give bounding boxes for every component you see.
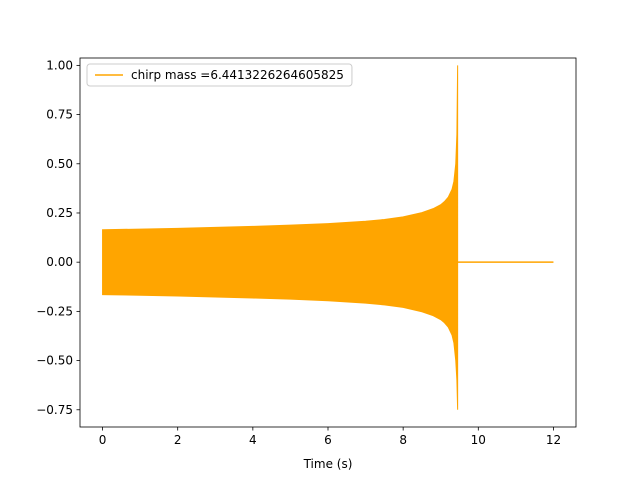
y-tick-label: 0.75 xyxy=(46,108,73,122)
series-chirp-waveform xyxy=(102,65,459,410)
legend: chirp mass =6.4413226264605825 xyxy=(86,63,353,87)
legend-label: chirp mass =6.4413226264605825 xyxy=(131,68,344,82)
x-tick-label: 2 xyxy=(174,433,182,447)
y-tick-label: 1.00 xyxy=(46,58,73,72)
y-tick-label: −0.75 xyxy=(36,403,73,417)
x-tick-label: 8 xyxy=(399,433,407,447)
y-tick-label: 0.25 xyxy=(46,206,73,220)
x-axis: 0 2 4 6 8 10 12 xyxy=(99,427,561,447)
y-tick-label: 0.50 xyxy=(46,157,73,171)
x-tick-label: 12 xyxy=(546,433,561,447)
legend-box xyxy=(86,63,353,87)
x-axis-label: Time (s) xyxy=(303,457,353,471)
y-axis: 1.00 0.75 0.50 0.25 0.00 −0.25 −0.50 −0.75 xyxy=(36,58,80,417)
x-tick-label: 0 xyxy=(99,433,107,447)
series-layer xyxy=(102,65,554,410)
x-tick-label: 10 xyxy=(471,433,486,447)
x-tick-label: 4 xyxy=(249,433,257,447)
x-tick-label: 6 xyxy=(324,433,332,447)
y-tick-label: −0.50 xyxy=(36,354,73,368)
y-tick-label: 0.00 xyxy=(46,255,73,269)
y-tick-label: −0.25 xyxy=(36,304,73,318)
